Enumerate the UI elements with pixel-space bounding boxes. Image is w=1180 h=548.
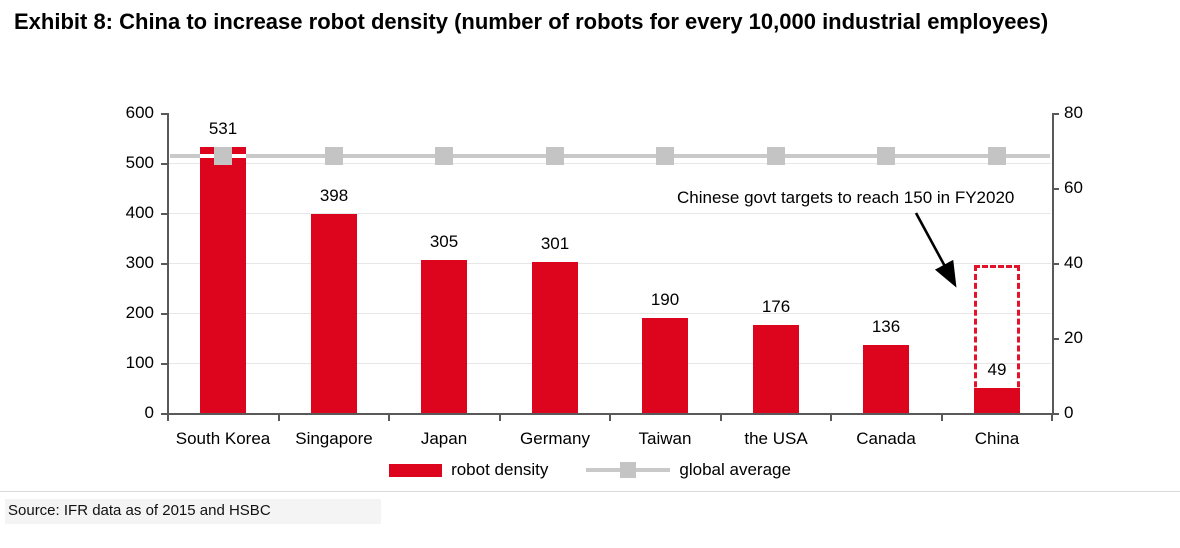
right-axis-tick [1052,413,1059,415]
x-axis-label: Canada [856,429,916,448]
left-axis-tick-label: 400 [125,203,154,222]
footer-divider [0,491,1180,492]
global-average-marker [546,147,564,165]
right-axis-tick [1052,338,1059,340]
right-axis-tick [1052,113,1059,115]
left-axis-tick-label: 300 [125,253,154,272]
robot-density-bar-china [974,388,1020,413]
data-label: 190 [650,290,680,309]
right-axis-tick-label: 60 [1064,178,1083,197]
left-axis-tick [161,263,168,265]
left-axis-tick [161,163,168,165]
left-axis-tick [161,313,168,315]
global-average-marker [435,147,453,165]
right-axis-tick-label: 40 [1064,253,1083,272]
left-axis-tick [161,113,168,115]
robot-density-bar-taiwan [642,318,688,413]
x-axis-tick [388,415,390,421]
x-axis-line [167,413,1054,415]
right-axis-tick-label: 80 [1064,103,1083,122]
data-label: 136 [871,317,901,336]
global-average-line [170,154,1050,158]
annotation-text: Chinese govt targets to reach 150 in FY2… [677,188,1015,207]
global-average-marker [988,147,1006,165]
robot-density-bar-the-usa [753,325,799,413]
global-average-marker [877,147,895,165]
gridline [169,313,1051,314]
x-axis-label: Japan [420,429,468,448]
right-axis-tick-label: 0 [1064,403,1074,422]
x-axis-tick [167,415,169,421]
legend-line-swatch-icon [586,461,671,479]
annotation-arrow-icon [914,212,957,288]
left-axis-tick-label: 500 [125,153,154,172]
left-axis-tick [161,213,168,215]
data-label: 531 [208,119,238,138]
gridline [169,163,1051,164]
gridline [169,263,1051,264]
global-average-marker [325,147,343,165]
robot-density-bar-japan [421,260,467,413]
global-average-marker [214,147,232,165]
x-axis-tick [1051,415,1053,421]
robot-density-bar-germany [532,262,578,413]
x-axis-label: Germany [520,429,590,448]
legend-item-robot-density: robot density [389,460,548,480]
legend: robot density global average [0,457,1180,483]
global-average-marker [656,147,674,165]
data-label: 301 [540,234,570,253]
left-axis-tick-label: 200 [125,303,154,322]
x-axis-label: South Korea [175,429,271,448]
global-average-marker [767,147,785,165]
x-axis-tick [941,415,943,421]
x-axis-tick [609,415,611,421]
gridline [169,363,1051,364]
data-label: 305 [429,232,459,251]
left-axis-tick-label: 100 [125,353,154,372]
x-axis-label: Taiwan [638,429,692,448]
data-label: 49 [987,360,1007,379]
left-axis-tick [161,413,168,415]
right-axis-tick [1052,263,1059,265]
x-axis-label: China [974,429,1020,448]
robot-density-bar-south-korea [200,147,246,413]
x-axis-tick [278,415,280,421]
x-axis-label: Singapore [295,429,373,448]
right-axis-tick [1052,188,1059,190]
source-text: Source: IFR data as of 2015 and HSBC [5,499,381,524]
x-axis-tick [830,415,832,421]
robot-density-bar-canada [863,345,909,413]
data-label: 398 [319,186,349,205]
x-axis-tick [499,415,501,421]
left-axis-tick [161,363,168,365]
legend-label-global-average: global average [679,460,791,479]
left-axis-tick-label: 600 [125,103,154,122]
chart-title: Exhibit 8: China to increase robot densi… [14,9,1049,34]
legend-square-marker [620,462,637,478]
data-label: 176 [761,297,791,316]
legend-item-global-average: global average [586,460,791,480]
legend-bar-swatch-icon [389,463,443,477]
left-axis-tick-label: 0 [144,403,154,422]
left-axis-line [167,113,169,414]
robot-density-bar-singapore [311,214,357,413]
right-axis-tick-label: 20 [1064,328,1083,347]
x-axis-tick [720,415,722,421]
gridline [169,213,1051,214]
x-axis-label: the USA [744,429,808,448]
legend-label-robot-density: robot density [451,460,549,479]
